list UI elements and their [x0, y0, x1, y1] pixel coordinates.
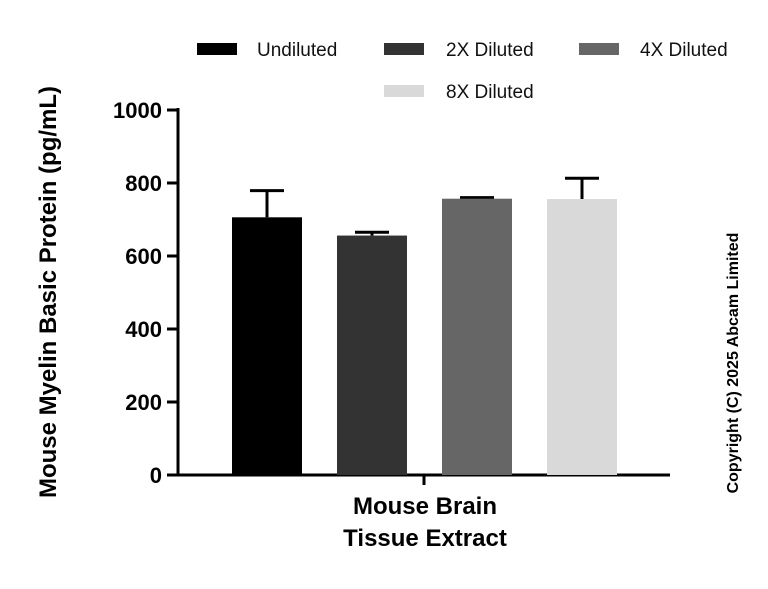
bar-undiluted [232, 217, 302, 475]
legend-swatch [197, 43, 237, 55]
x-axis [176, 473, 670, 485]
legend-label: 4X Diluted [640, 40, 728, 61]
x-category-label-line-1: Mouse Brain [353, 493, 497, 520]
y-tick-label: 800 [125, 171, 162, 196]
legend-swatch [384, 85, 424, 97]
y-tick-label: 0 [150, 463, 162, 488]
x-category-label-line-2: Tissue Extract [343, 525, 507, 552]
legend: Undiluted 2X Diluted 4X Diluted 8X Diluted [197, 40, 728, 103]
bar-4x-diluted [442, 198, 512, 475]
y-axis-title: Mouse Myelin Basic Protein (pg/mL) [35, 86, 62, 498]
y-axis: 0 200 400 600 800 1000 [113, 98, 180, 488]
bar-2x-diluted [337, 235, 407, 475]
legend-label: 8X Diluted [446, 82, 534, 103]
copyright-notice: Copyright (C) 2025 Abcam Limited [725, 233, 742, 494]
y-tick-label: 200 [125, 390, 162, 415]
bar-8x-diluted [547, 199, 617, 475]
y-tick-label: 600 [125, 244, 162, 269]
bars [232, 176, 617, 475]
legend-swatch [579, 43, 619, 55]
legend-swatch [384, 43, 424, 55]
legend-label: Undiluted [257, 40, 337, 61]
y-tick-label: 1000 [113, 98, 162, 123]
y-tick-label: 400 [125, 317, 162, 342]
x-category-label: Mouse Brain Tissue Extract [343, 493, 507, 552]
legend-label: 2X Diluted [446, 40, 534, 61]
